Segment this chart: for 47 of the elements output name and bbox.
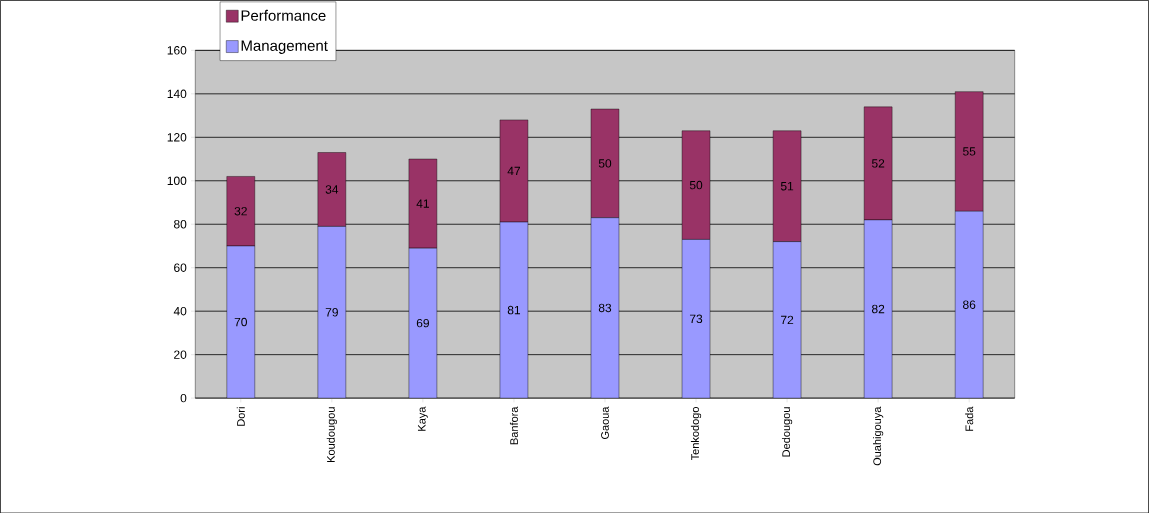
y-tick-label: 40 [173,306,187,316]
y-tick-label: 120 [167,132,187,142]
data-label: 51 [780,181,794,191]
y-tick-label: 20 [174,350,187,359]
x-tick-label: Banfora [509,406,518,444]
data-label: 73 [689,314,703,323]
bar [681,239,711,398]
bar [317,225,347,398]
x-tick-label: Ouahigouya [873,406,884,466]
y-tick-label: 0 [180,393,187,403]
x-tick-label: Dori [236,407,245,426]
x-tick-label: Fada [965,406,974,431]
x-tick-label: Dedougou [781,407,793,457]
y-tick-label: 80 [173,219,187,229]
data-label: 83 [598,303,612,312]
data-label: 81 [507,305,521,315]
data-label: 70 [234,317,247,327]
x-tick-label: Koudougou [326,407,337,462]
x-tick-label: Kaya [417,406,428,431]
x-tick-label: Tenkodogo [690,406,702,460]
data-label: 79 [325,307,338,317]
data-label: 69 [416,318,429,328]
data-label: 55 [962,147,976,156]
y-tick-label: 60 [174,263,187,272]
data-label: 82 [871,304,885,314]
legend-label: Management [241,40,328,54]
bar [954,210,984,398]
data-label: 52 [871,158,885,168]
data-label: 34 [325,185,339,194]
data-label: 32 [234,206,247,216]
y-tick-label: 100 [167,176,187,185]
bar [499,221,529,398]
bar [772,241,802,398]
data-label: 50 [689,180,703,190]
y-tick-label: 160 [167,45,187,55]
bar [590,217,620,398]
data-label: 72 [781,315,794,324]
data-label: 86 [963,300,976,309]
data-label: 47 [507,166,520,175]
x-tick-label: Gaoua [601,406,609,439]
data-label: 41 [416,199,429,208]
bar [226,245,255,398]
data-label: 50 [598,158,612,168]
legend-label: Performance [241,9,326,21]
bar [408,247,438,398]
y-tick-label: 140 [167,89,187,98]
bar [863,219,893,398]
